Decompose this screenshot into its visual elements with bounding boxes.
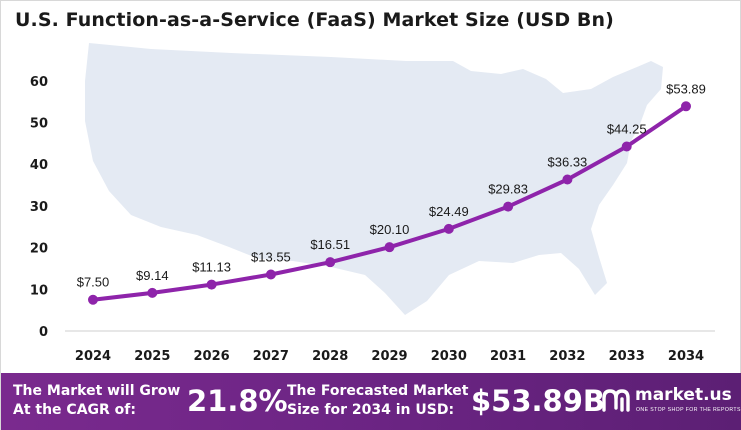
data-point [443, 223, 454, 234]
data-point [681, 101, 691, 112]
data-label: $29.83 [488, 182, 528, 197]
cagr-label: The Market will Grow At the CAGR of: [13, 383, 181, 418]
x-tick-label: 2028 [312, 349, 348, 364]
y-tick-label: 10 [30, 283, 48, 298]
data-label: $44.25 [607, 121, 647, 136]
data-point [147, 287, 158, 298]
x-tick-label: 2026 [194, 349, 230, 364]
cagr-value: 21.8% [187, 384, 288, 418]
x-tick-label: 2029 [371, 349, 407, 364]
x-tick-label: 2025 [134, 349, 170, 364]
x-tick-label: 2033 [609, 349, 645, 364]
data-point [621, 141, 632, 152]
data-point [384, 242, 395, 253]
data-label: $53.89 [666, 81, 706, 96]
y-tick-label: 0 [39, 325, 48, 340]
data-label: $7.50 [77, 275, 110, 290]
chart-title: U.S. Function-as-a-Service (FaaS) Market… [15, 9, 614, 31]
x-axis: 2024 2025 2026 2027 2028 2029 2030 2031 2032 2033… [65, 330, 715, 364]
data-label: $16.51 [310, 237, 350, 252]
logo-name: market.us [635, 385, 732, 405]
data-label: $9.14 [136, 268, 169, 283]
forecast-label: The Forecasted Market Size for 2034 in U… [287, 383, 469, 418]
data-point [503, 201, 514, 212]
y-tick-label: 40 [30, 158, 48, 173]
data-label: $24.49 [429, 204, 469, 219]
x-tick-label: 2024 [75, 349, 111, 364]
us-map-silhouette [85, 43, 663, 315]
y-tick-label: 30 [30, 200, 48, 215]
data-point [325, 257, 336, 268]
data-point [562, 174, 573, 185]
data-label: $20.10 [370, 222, 410, 237]
market-us-logo-icon [602, 389, 630, 412]
summary-banner: The Market will Grow At the CAGR of: 21.… [1, 373, 741, 430]
x-tick-label: 2034 [668, 349, 704, 364]
x-tick-label: 2031 [490, 349, 526, 364]
data-point [206, 279, 217, 290]
forecast-value: $53.89B [471, 384, 606, 418]
data-label: $13.55 [251, 249, 291, 264]
market-us-logo: market.us ONE STOP SHOP FOR THE REPORTS [601, 384, 740, 420]
y-axis: 0 10 20 30 40 50 60 [30, 75, 48, 340]
series-layer: $7.50 $9.14 $11.13 $13.55 $16.51 $20.10 $24.49… [77, 81, 706, 305]
y-tick-label: 20 [30, 242, 48, 257]
logo-tagline: ONE STOP SHOP FOR THE REPORTS [636, 407, 741, 413]
y-tick-label: 50 [30, 117, 48, 132]
data-point [265, 269, 276, 280]
y-tick-label: 60 [30, 75, 48, 90]
x-tick-label: 2027 [253, 349, 289, 364]
data-point [88, 294, 98, 305]
data-label: $36.33 [548, 155, 588, 170]
x-tick-label: 2030 [431, 349, 467, 364]
x-tick-label: 2032 [549, 349, 585, 364]
data-label: $11.13 [192, 260, 231, 275]
